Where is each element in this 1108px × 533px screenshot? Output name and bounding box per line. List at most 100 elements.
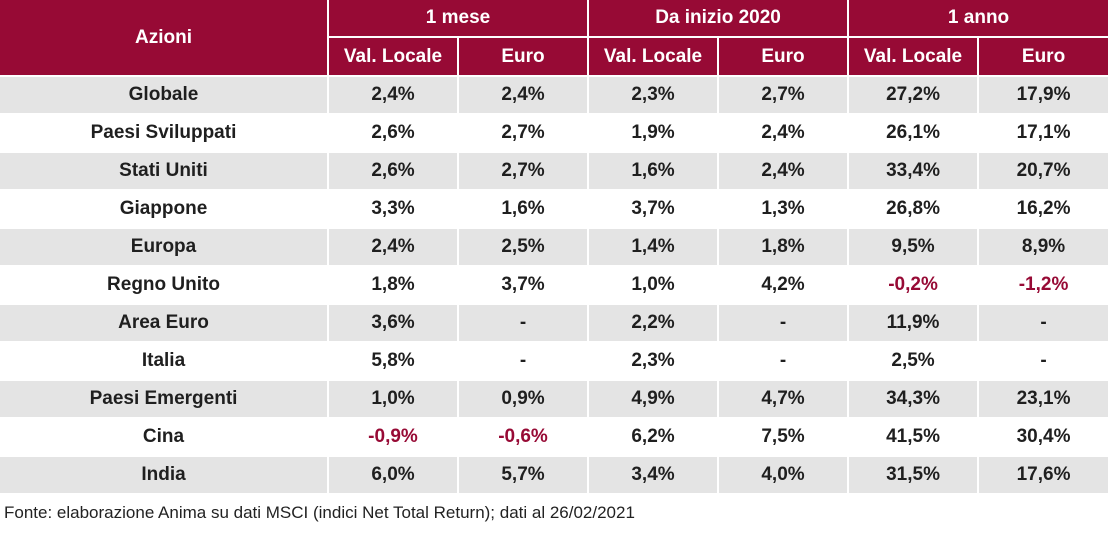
value-cell: 41,5% [848, 418, 980, 457]
table-header: Azioni 1 mese Da inizio 2020 1 anno Val.… [0, 0, 1108, 77]
header-subcolumn: Val. Locale [588, 37, 720, 77]
value-cell: 31,5% [848, 456, 980, 495]
value-cell: 2,6% [328, 114, 459, 153]
value-cell: 1,3% [718, 190, 850, 229]
value-cell: 5,8% [328, 342, 459, 381]
value-cell: 1,0% [328, 380, 459, 419]
value-cell: 30,4% [978, 418, 1108, 457]
table-body: Globale 2,4% 2,4% 2,3% 2,7% 27,2% 17,9% Paesi S… [0, 76, 1108, 495]
value-cell: 1,6% [458, 190, 590, 229]
value-cell: 2,7% [458, 152, 590, 191]
value-cell: - [978, 342, 1108, 381]
source-note: Fonte: elaborazione Anima su dati MSCI (… [4, 503, 635, 522]
value-cell: 2,3% [588, 76, 720, 115]
header-group: 1 anno [848, 0, 1108, 38]
value-cell: 20,7% [978, 152, 1108, 191]
value-cell: 17,9% [978, 76, 1108, 115]
header-subcolumn: Val. Locale [328, 37, 459, 77]
value-cell: - [458, 304, 590, 343]
value-cell: 8,9% [978, 228, 1108, 267]
value-cell: 7,5% [718, 418, 850, 457]
value-cell: 2,3% [588, 342, 720, 381]
value-cell: 33,4% [848, 152, 980, 191]
value-cell: 3,7% [458, 266, 590, 305]
value-cell: - [978, 304, 1108, 343]
row-label: Globale [0, 76, 329, 115]
header-subcolumn: Euro [718, 37, 850, 77]
table-row: Italia 5,8% -2,3% -2,5% - [0, 342, 1108, 381]
header-group: 1 mese [328, 0, 590, 38]
value-cell: 2,4% [328, 76, 459, 115]
value-cell: 16,2% [978, 190, 1108, 229]
value-cell: 3,6% [328, 304, 459, 343]
value-cell: 1,6% [588, 152, 720, 191]
value-cell: 34,3% [848, 380, 980, 419]
value-cell: 17,6% [978, 456, 1108, 495]
row-label: Paesi Emergenti [0, 380, 329, 419]
value-cell: 17,1% [978, 114, 1108, 153]
header-subcolumn: Euro [458, 37, 590, 77]
value-cell: 6,0% [328, 456, 459, 495]
table-row: Cina -0,9% -0,6% 6,2% 7,5% 41,5% 30,4% [0, 418, 1108, 457]
table-row: Globale 2,4% 2,4% 2,3% 2,7% 27,2% 17,9% [0, 76, 1108, 115]
row-label: Area Euro [0, 304, 329, 343]
header-subcolumn: Val. Locale [848, 37, 980, 77]
value-cell: 1,8% [328, 266, 459, 305]
value-cell: 23,1% [978, 380, 1108, 419]
table-row: Stati Uniti 2,6% 2,7% 1,6% 2,4% 33,4% 20,7% [0, 152, 1108, 191]
table-row: Area Euro 3,6% -2,2% -11,9% - [0, 304, 1108, 343]
row-label: Italia [0, 342, 329, 381]
header-group-row: Azioni 1 mese Da inizio 2020 1 anno [0, 0, 1108, 77]
table-row: Europa 2,4% 2,5% 1,4% 1,8% 9,5% 8,9% [0, 228, 1108, 267]
value-cell: 1,8% [718, 228, 850, 267]
value-cell: 3,4% [588, 456, 720, 495]
value-cell: 1,4% [588, 228, 720, 267]
value-cell: - [458, 342, 590, 381]
value-cell: 2,2% [588, 304, 720, 343]
value-cell: 1,0% [588, 266, 720, 305]
value-cell: 26,8% [848, 190, 980, 229]
value-cell: 6,2% [588, 418, 720, 457]
value-cell: 2,7% [718, 76, 850, 115]
value-cell: - [718, 342, 850, 381]
value-cell: -0,2% [848, 266, 980, 305]
value-cell: 27,2% [848, 76, 980, 115]
row-label: Paesi Sviluppati [0, 114, 329, 153]
value-cell: - [718, 304, 850, 343]
value-cell: 2,4% [718, 152, 850, 191]
value-cell: 4,7% [718, 380, 850, 419]
header-corner-label: Azioni [0, 0, 329, 77]
value-cell: 26,1% [848, 114, 980, 153]
row-label: Stati Uniti [0, 152, 329, 191]
value-cell: 2,4% [718, 114, 850, 153]
value-cell: -0,6% [458, 418, 590, 457]
value-cell: 2,5% [848, 342, 980, 381]
value-cell: 2,4% [458, 76, 590, 115]
value-cell: 2,7% [458, 114, 590, 153]
value-cell: 1,9% [588, 114, 720, 153]
table-row: Paesi Sviluppati 2,6% 2,7% 1,9% 2,4% 26,1% 17,… [0, 114, 1108, 153]
table-row: Paesi Emergenti 1,0% 0,9% 4,9% 4,7% 34,3% 23,1… [0, 380, 1108, 419]
value-cell: -1,2% [978, 266, 1108, 305]
table-row: Regno Unito 1,8% 3,7% 1,0% 4,2% -0,2% -1,2% [0, 266, 1108, 305]
header-subcolumn-row: Val. Locale Euro Val. Locale Euro Val. L… [0, 37, 1108, 77]
value-cell: 4,9% [588, 380, 720, 419]
value-cell: 9,5% [848, 228, 980, 267]
equity-performance-table: Azioni 1 mese Da inizio 2020 1 anno Val.… [0, 0, 1108, 495]
value-cell: 2,5% [458, 228, 590, 267]
value-cell: 3,7% [588, 190, 720, 229]
table-row: India 6,0% 5,7% 3,4% 4,0% 31,5% 17,6% [0, 456, 1108, 495]
header-subcolumn: Euro [978, 37, 1108, 77]
row-label: Cina [0, 418, 329, 457]
row-label: Regno Unito [0, 266, 329, 305]
header-group: Da inizio 2020 [588, 0, 850, 38]
table-row: Giappone 3,3% 1,6% 3,7% 1,3% 26,8% 16,2% [0, 190, 1108, 229]
value-cell: 3,3% [328, 190, 459, 229]
value-cell: 5,7% [458, 456, 590, 495]
value-cell: 2,6% [328, 152, 459, 191]
value-cell: -0,9% [328, 418, 459, 457]
value-cell: 2,4% [328, 228, 459, 267]
row-label: India [0, 456, 329, 495]
value-cell: 4,0% [718, 456, 850, 495]
